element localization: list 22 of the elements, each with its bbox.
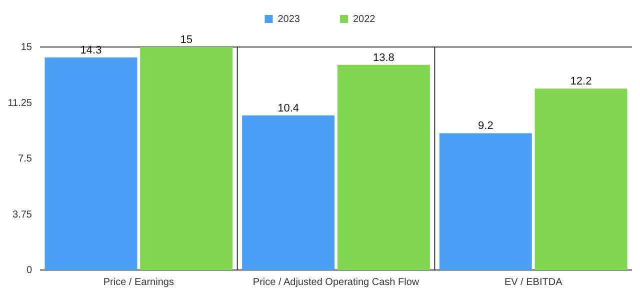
- data-label: 12.2: [570, 76, 592, 88]
- legend-label: 2022: [353, 14, 376, 25]
- x-tick-label: Price / Adjusted Operating Cash Flow: [252, 277, 420, 288]
- y-tick-label: 0: [26, 265, 32, 276]
- bar: [44, 57, 138, 270]
- x-tick-label: EV / EBITDA: [504, 277, 563, 288]
- data-label: 10.4: [278, 102, 300, 114]
- data-label: 9.2: [478, 120, 494, 132]
- y-tick-label: 3.75: [12, 209, 32, 220]
- y-tick-label: 15: [20, 42, 32, 54]
- data-label: 14.3: [80, 44, 102, 56]
- y-tick-label: 7.5: [18, 154, 32, 165]
- x-tick-label: Price / Earnings: [103, 277, 174, 288]
- y-tick-label: 11.25: [8, 98, 32, 109]
- bar: [140, 47, 233, 270]
- bar: [439, 133, 532, 270]
- bar: [337, 64, 430, 270]
- bar: [242, 115, 335, 270]
- data-label: 13.8: [372, 52, 394, 64]
- legend-label: 2023: [278, 14, 300, 25]
- bar: [534, 88, 628, 270]
- data-label: 15: [180, 34, 192, 46]
